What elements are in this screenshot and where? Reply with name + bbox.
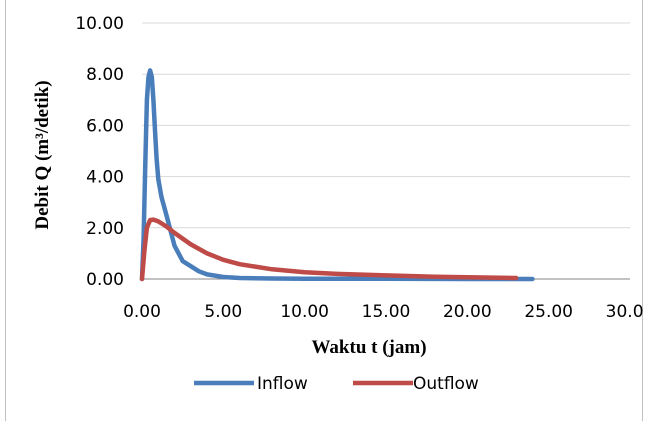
x-tick-label: 30.00 [606,302,644,322]
gridlines [142,22,630,280]
x-tick-label: 0.00 [123,302,161,322]
line-chart: 0.00 2.00 4.00 6.00 8.00 10.00 0.00 5.00 10.00 1… [32,14,644,394]
legend-label-outflow: Outflow [413,374,479,394]
x-axis-title: Waktu t (jam) [311,337,426,358]
y-tick-labels: 0.00 2.00 4.00 6.00 8.00 10.00 [75,14,124,290]
y-tick-label: 8.00 [86,65,124,85]
chart-area: 0.00 2.00 4.00 6.00 8.00 10.00 0.00 5.00 10.00 1… [5,0,644,421]
y-tick-label: 6.00 [86,116,124,136]
y-axis-title: Debit Q (m³/detik) [32,80,53,229]
x-tick-label: 25.00 [524,302,573,322]
x-tick-label: 20.00 [443,302,492,322]
x-tick-label: 10.00 [280,302,329,322]
x-tick-labels: 0.00 5.00 10.00 15.00 20.00 25.00 30.00 [123,302,644,322]
series-lines [139,68,535,282]
series-line-inflow [139,68,535,282]
legend: Inflow Outflow [194,374,479,394]
x-tick-label: 15.00 [362,302,411,322]
x-tick-label: 5.00 [204,302,242,322]
legend-label-inflow: Inflow [257,374,308,394]
y-tick-label: 0.00 [86,270,124,290]
y-tick-label: 10.00 [75,14,124,34]
series-line-outflow [139,217,519,282]
y-tick-label: 4.00 [86,168,124,188]
y-tick-label: 2.00 [86,219,124,239]
